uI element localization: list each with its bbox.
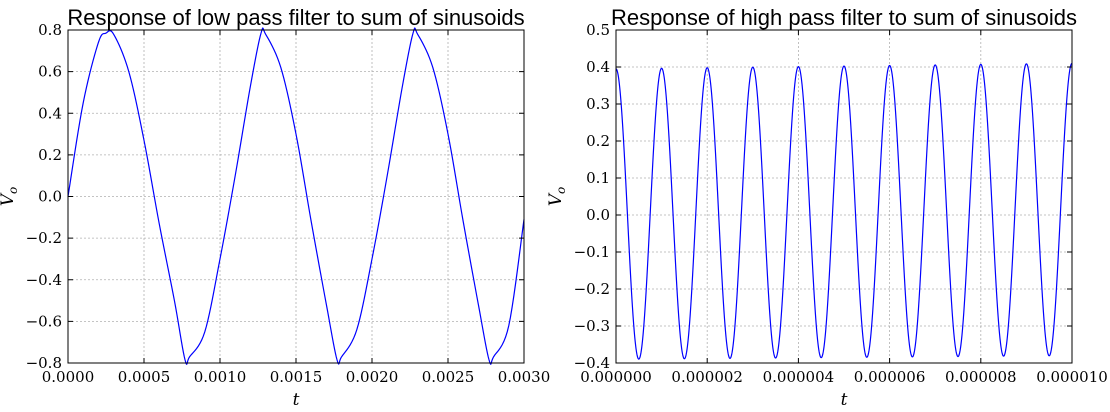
high-pass-x-tick-label: 0.000008 <box>945 368 1017 386</box>
low-pass-x-tick-label: 0.0010 <box>194 368 247 386</box>
low-pass-y-tick-label: 0.2 <box>38 146 62 164</box>
low-pass-y-tick-label: −0.4 <box>26 271 62 289</box>
high-pass-x-tick-label: 0.000010 <box>1036 368 1108 386</box>
low-pass-y-tick-label: −0.8 <box>26 354 62 372</box>
high-pass-y-tick-label: 0.2 <box>586 132 610 150</box>
high-pass-x-tick-label: 0.000000 <box>580 368 652 386</box>
high-pass-y-axis-label-main: V <box>546 192 566 206</box>
high-pass-x-axis-label: t <box>841 390 848 410</box>
low-pass-y-tick-label: 0.8 <box>38 21 62 39</box>
low-pass-series-line <box>67 27 525 365</box>
low-pass-y-tick-label: 0.4 <box>38 104 62 122</box>
low-pass-x-tick-label: 0.0030 <box>498 368 551 386</box>
low-pass-x-tick-label: 0.0005 <box>118 368 171 386</box>
high-pass-y-tick-label: 0.4 <box>586 58 610 76</box>
high-pass-y-tick-label: 0.5 <box>586 21 610 39</box>
high-pass-y-axis-label: Vo <box>546 187 568 207</box>
low-pass-y-tick-label: 0.6 <box>38 63 62 81</box>
high-pass-chart: 0.000000 0.000002 0.000004 0.000006 0.000008… <box>546 5 1108 410</box>
low-pass-y-tick-label: 0.0 <box>38 188 62 206</box>
high-pass-y-tick-label: 0.3 <box>586 95 610 113</box>
low-pass-x-axis-label: t <box>293 390 300 410</box>
high-pass-y-tick-label: −0.3 <box>574 317 610 335</box>
low-pass-x-tick-label: 0.0015 <box>270 368 323 386</box>
low-pass-grid <box>68 30 524 363</box>
high-pass-ticks: 0.000000 0.000002 0.000004 0.000006 0.000008… <box>574 21 1108 386</box>
low-pass-y-tick-label: −0.6 <box>26 312 62 330</box>
high-pass-x-tick-label: 0.000004 <box>763 368 835 386</box>
high-pass-chart-title: Response of high pass filter to sum of s… <box>611 5 1077 30</box>
low-pass-ticks: 0.0000 0.0005 0.0010 0.0015 0.0020 0.0025 0.00… <box>26 21 551 386</box>
low-pass-chart-title: Response of low pass filter to sum of si… <box>67 5 524 30</box>
high-pass-y-tick-label: −0.4 <box>574 354 610 372</box>
low-pass-y-axis-label: Vo <box>0 187 20 207</box>
low-pass-y-axis-label-main: V <box>0 192 18 206</box>
high-pass-x-tick-label: 0.000006 <box>854 368 926 386</box>
low-pass-chart: 0.0000 0.0005 0.0010 0.0015 0.0020 0.0025 0.00… <box>0 5 550 410</box>
high-pass-grid <box>616 30 1072 363</box>
low-pass-y-axis-label-subscript: o <box>6 187 20 194</box>
high-pass-y-tick-label: 0.0 <box>586 206 610 224</box>
low-pass-y-tick-label: −0.2 <box>26 229 62 247</box>
low-pass-x-tick-label: 0.0025 <box>422 368 475 386</box>
low-pass-x-tick-label: 0.0020 <box>346 368 399 386</box>
high-pass-y-tick-label: 0.1 <box>586 169 610 187</box>
high-pass-y-tick-label: −0.1 <box>574 243 610 261</box>
high-pass-y-axis-label-subscript: o <box>554 187 568 194</box>
low-pass-x-tick-label: 0.0000 <box>42 368 95 386</box>
high-pass-x-tick-label: 0.000002 <box>671 368 743 386</box>
high-pass-y-tick-label: −0.2 <box>574 280 610 298</box>
high-pass-axes-frame <box>615 29 1073 364</box>
high-pass-series-line <box>615 62 1073 360</box>
